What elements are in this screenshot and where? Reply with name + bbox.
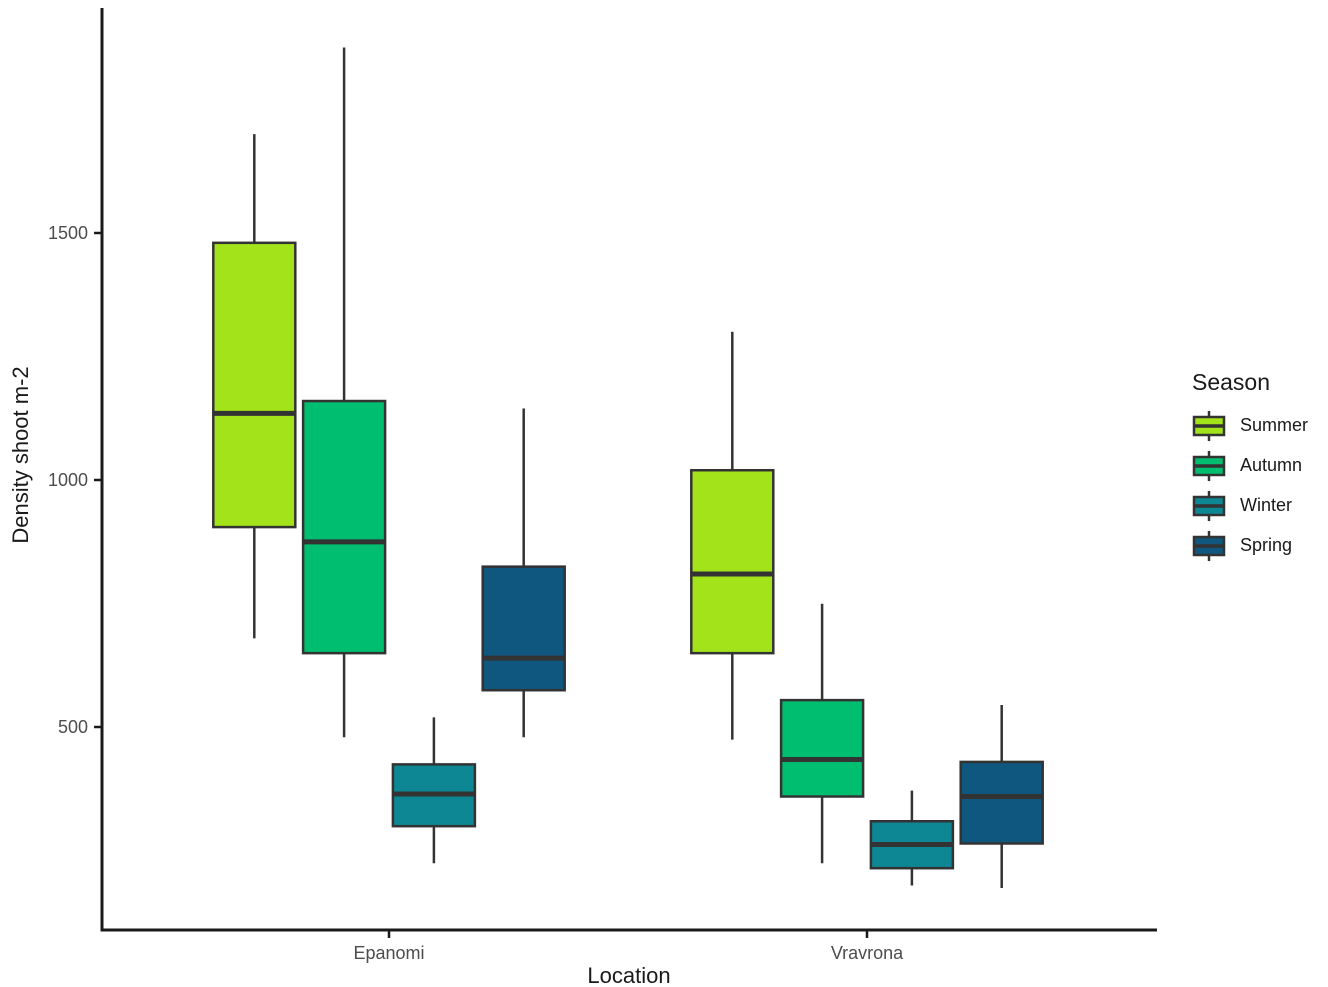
x-tick-label-vravrona: Vravrona <box>831 943 904 963</box>
legend-item-autumn: Autumn <box>1190 450 1328 481</box>
legend-label-spring: Spring <box>1240 535 1293 555</box>
box-epanomi-autumn <box>301 47 387 738</box>
legend-key-autumn-icon <box>1192 450 1226 481</box>
legend: Season Summer Autumn Winter Spring <box>1190 369 1328 572</box>
box-epanomi-summer <box>212 134 297 639</box>
legend-item-spring: Spring <box>1190 530 1328 561</box>
legend-label-winter: Winter <box>1240 495 1293 515</box>
box-vravrona-summer <box>690 331 775 740</box>
legend-key-spring-icon <box>1192 530 1226 561</box>
box-vravrona-autumn <box>779 603 865 864</box>
legend-title: Season <box>1192 369 1271 395</box>
y-tick-label-1500: 1500 <box>48 223 88 243</box>
y-tick-label-500: 500 <box>58 717 88 737</box>
legend-key-summer-icon <box>1192 410 1226 441</box>
legend-items: Summer Autumn Winter Spring <box>1190 410 1328 561</box>
y-tick-label-1000: 1000 <box>48 470 88 490</box>
box-epanomi-spring <box>481 408 566 738</box>
x-axis-title: Location <box>587 963 670 987</box>
boxes-layer <box>212 47 1044 888</box>
box-epanomi-winter <box>391 717 477 864</box>
legend-label-autumn: Autumn <box>1240 455 1303 475</box>
legend-item-winter: Winter <box>1190 490 1328 521</box>
legend-key-winter-icon <box>1192 490 1226 521</box>
legend-item-summer: Summer <box>1190 410 1328 441</box>
box-vravrona-winter <box>869 790 955 886</box>
x-tick-label-epanomi: Epanomi <box>353 943 424 963</box>
box-vravrona-spring <box>959 705 1044 888</box>
legend-label-summer: Summer <box>1240 415 1309 435</box>
y-axis-title: Density shoot m-2 <box>8 366 33 543</box>
